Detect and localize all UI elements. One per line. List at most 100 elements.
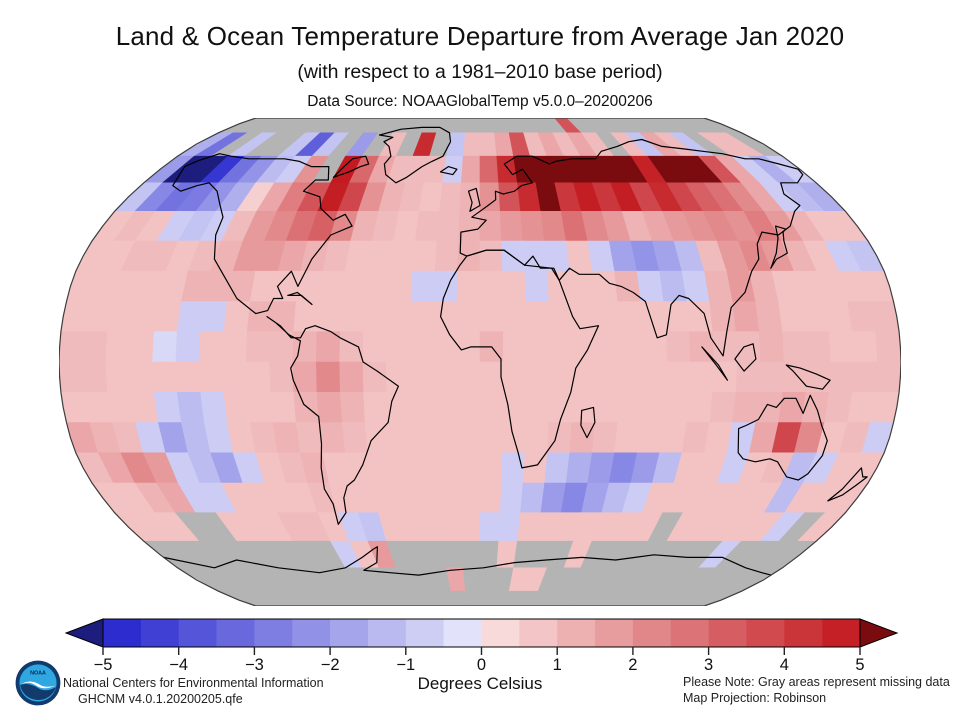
anomaly-cell (269, 361, 295, 393)
anomaly-cell (617, 391, 644, 423)
anomaly-cell (318, 270, 346, 302)
anomaly-cell (232, 590, 281, 606)
anomaly-cell (591, 422, 619, 454)
anomaly-cell (389, 452, 416, 484)
anomaly-cell (524, 270, 550, 302)
anomaly-cell (406, 590, 431, 606)
coastline-madagascar (580, 406, 596, 439)
colorbar-segment (140, 619, 179, 647)
coastline-eurasia (459, 138, 804, 357)
anomaly-cell (387, 422, 413, 454)
coastline-australia (737, 394, 828, 481)
anomaly-cell (492, 590, 510, 606)
anomaly-cell (434, 452, 459, 484)
anomaly-cell (153, 391, 182, 423)
anomaly-cell (852, 361, 878, 393)
anomaly-cell (805, 361, 832, 393)
anomaly-cell (548, 301, 574, 332)
anomaly-cell (222, 331, 248, 363)
anomaly-cell (439, 512, 462, 542)
anomaly-cell (414, 211, 440, 242)
anomaly-cell (479, 482, 502, 514)
anomaly-cell (778, 391, 807, 423)
colorbar-segment (746, 619, 785, 647)
anomaly-cell (520, 482, 546, 514)
colorbar-segment (178, 619, 217, 647)
coastline-new-zealand (827, 467, 868, 502)
page-title: Land & Ocean Temperature Departure from … (115, 21, 845, 51)
anomaly-cell (341, 270, 369, 302)
anomaly-cell (82, 361, 108, 393)
anomaly-cell (348, 590, 381, 606)
anomaly-cell (432, 361, 458, 393)
anomaly-cell (389, 240, 416, 272)
anomaly-cell (458, 211, 481, 242)
anomaly-cells (59, 118, 901, 606)
anomaly-cell (875, 361, 901, 393)
anomaly-cell (261, 590, 306, 606)
anomaly-cell (246, 391, 274, 423)
anomaly-cell (290, 590, 332, 606)
anomaly-cell (341, 422, 369, 454)
anomaly-cell (434, 240, 459, 272)
anomaly-cell (479, 567, 498, 592)
anomaly-cell (421, 590, 444, 606)
anomaly-cell (315, 361, 341, 393)
data-source-label: Data Source: NOAAGlobalTemp v5.0.0–20200… (307, 93, 653, 110)
colorbar-segment (103, 619, 142, 647)
coastline-great-britain (467, 187, 481, 212)
anomaly-cell (526, 361, 551, 393)
anomaly-cell (479, 301, 504, 332)
anomaly-cell (386, 331, 411, 363)
anomaly-cell (616, 590, 656, 606)
anomaly-cell (591, 270, 619, 302)
org-attribution: National Centers for Environmental Infor… (63, 676, 324, 707)
anomaly-cell (603, 590, 641, 606)
anomaly-cell (130, 391, 159, 423)
colorbar-tick-label: −3 (245, 656, 264, 674)
anomaly-cell (479, 182, 501, 212)
anomaly-cell (432, 331, 458, 363)
anomaly-cell (198, 361, 225, 393)
anomaly-cell (450, 590, 468, 606)
anomaly-cell (852, 331, 878, 363)
anomaly-cell (456, 422, 481, 454)
anomaly-cell (436, 482, 461, 514)
anomaly-cell (295, 422, 324, 454)
anomaly-cell (386, 301, 412, 332)
colorbar-tick-label: −2 (321, 656, 340, 674)
coastline-baffin-island (332, 155, 370, 178)
anomaly-cell (377, 590, 406, 606)
anomaly-cell (439, 182, 462, 212)
coastline-south-america (266, 316, 399, 525)
anomaly-cell (596, 331, 621, 363)
anomaly-cell (462, 567, 481, 592)
anomaly-cell (479, 270, 504, 302)
anomaly-cell (175, 331, 201, 363)
anomaly-cell (152, 361, 178, 393)
anomaly-cell (619, 331, 645, 363)
anomaly-cell (460, 540, 481, 569)
map-notes: Please Note: Gray areas represent missin… (683, 674, 950, 706)
anomaly-cell (339, 331, 364, 363)
anomaly-cell (499, 211, 524, 242)
anomaly-cell (679, 590, 728, 606)
noaa-logo-icon: NOAA (15, 660, 61, 706)
anomaly-cell (502, 331, 528, 363)
anomaly-cell (442, 155, 464, 184)
anomaly-cell (176, 391, 205, 423)
colorbar-segment (708, 619, 747, 647)
anomaly-cell (591, 590, 627, 606)
anomaly-cell (504, 590, 525, 606)
anomaly-cell (456, 361, 481, 393)
anomaly-cell (544, 240, 571, 272)
colorbar-arrow-high (859, 618, 899, 648)
anomaly-cell (759, 331, 785, 363)
anomaly-cell (617, 301, 644, 332)
projection-note: Map Projection: Robinson (683, 691, 827, 705)
anomaly-cell (276, 590, 319, 606)
colorbar-segment (330, 619, 369, 647)
dataset-version: GHCNM v4.0.1.20200205.qfe (78, 691, 243, 706)
colorbar-tick-label: −4 (169, 656, 188, 674)
